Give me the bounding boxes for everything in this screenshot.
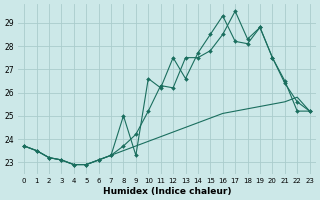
X-axis label: Humidex (Indice chaleur): Humidex (Indice chaleur) (103, 187, 231, 196)
